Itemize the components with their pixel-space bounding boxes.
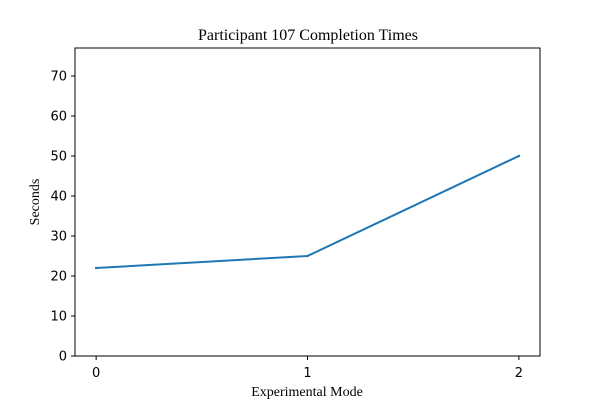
- y-tick-label: 70: [50, 70, 67, 85]
- series-layer: [94, 154, 521, 270]
- chart-title: Participant 107 Completion Times: [198, 27, 418, 44]
- y-tick-label: 40: [50, 190, 67, 205]
- y-tick-label: 20: [50, 270, 67, 285]
- x-tick-label: 1: [303, 366, 311, 381]
- series-line: [95, 154, 521, 270]
- data-point: [94, 266, 98, 270]
- data-point: [306, 254, 309, 258]
- x-axis: 0 1 2: [92, 356, 523, 381]
- y-tick-label: 0: [59, 350, 67, 365]
- data-point: [517, 154, 521, 158]
- y-tick-label: 60: [50, 110, 67, 125]
- y-tick-label: 30: [50, 230, 67, 245]
- y-tick-label: 10: [50, 310, 67, 325]
- plot-area: [74, 47, 541, 357]
- y-axis: 0 10 20 30 40 50 60 70: [50, 70, 75, 365]
- y-tick-label: 50: [50, 150, 67, 165]
- y-axis-label: Seconds: [28, 179, 43, 226]
- x-tick-label: 0: [92, 366, 100, 381]
- x-axis-label: Experimental Mode: [251, 385, 363, 400]
- x-tick-label: 2: [515, 366, 523, 381]
